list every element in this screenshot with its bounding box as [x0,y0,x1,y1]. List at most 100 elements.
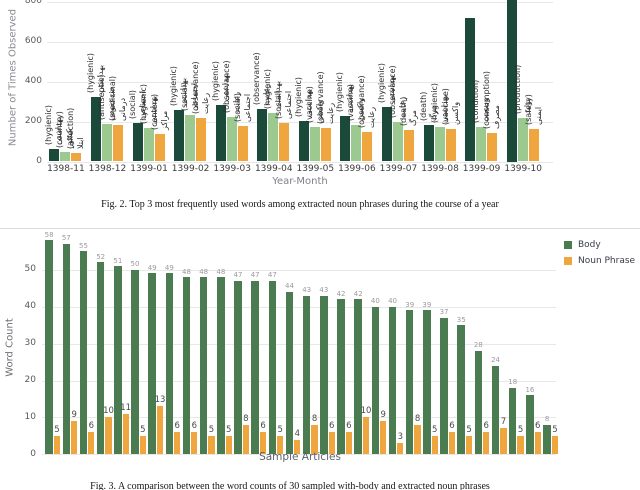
fig3-noun-value-label: 6 [260,421,266,432]
fig2-month-label: 1398-11 [47,163,85,174]
fig3-gridline [42,454,556,456]
fig3-noun-value-label: 6 [449,421,455,432]
fig2-month-label: 1399-09 [462,163,501,174]
fig3-ytick-label: 40 [24,301,36,312]
fig2-bar-label: (affection) ابتلا [66,107,86,149]
fig2-bar-label: (observance) رعایت [315,70,335,124]
fig3-noun-bar [448,432,455,455]
fig3-noun-value-label: 8 [414,413,421,424]
fig3-noun-bar [465,435,473,455]
fig2-bar-label: (death) مرگ [398,96,418,126]
fig2-bar [381,106,392,162]
fig2-bar [517,117,528,162]
fig3-body-value-label: 42 [353,289,363,298]
fig2-bar [112,124,123,162]
fig3-noun-value-label: 9 [71,410,77,421]
fig3-body-value-label: 28 [473,341,483,350]
fig2-month-label: 1399-06 [338,163,376,174]
fig3-noun-value-label: 8 [243,413,249,424]
fig3-noun-value-label: 7 [500,417,507,428]
fig2-bar [132,123,143,162]
fig2-bar [268,112,279,162]
fig2-bar [226,117,237,162]
fig3-noun-value-label: 10 [360,406,372,417]
fig3-body-value-label: 43 [302,286,312,295]
fig3-body-value-label: 49 [164,263,174,272]
fig3-body-value-label: 16 [525,385,535,394]
fig3-noun-value-label: 5 [208,424,215,435]
fig2-bar [392,121,403,162]
fig3-noun-bar [414,424,421,455]
fig2-caption: Fig. 2. Top 3 most frequently used words… [101,199,499,210]
fig3-noun-value-label: 6 [191,421,198,432]
fig3-caption: Fig. 3. A comparison between the word co… [90,481,490,490]
fig3-noun-value-label: 5 [517,424,524,435]
fig2-bar [90,97,101,162]
fig3-ytick-label: 20 [24,375,36,385]
fig3-body-value-label: 35 [456,315,466,324]
fig3-x-axis-title: Sample Articles [259,451,341,463]
fig3-body-bar [285,291,294,455]
fig3-body-value-label: 44 [285,282,294,291]
fig3-ytick-label: 0 [30,448,36,459]
fig3-noun-bar [534,432,541,455]
fig2-gridline [47,161,553,163]
fig2-month-label: 1399-04 [254,163,293,174]
fig3-noun-value-label: 5 [54,424,60,435]
fig3-body-bar [320,295,328,455]
fig3-noun-value-label: 11 [120,402,132,413]
fig3-noun-value-label: 5 [552,424,558,435]
fig3-noun-bar [500,428,507,455]
fig2-bar [196,118,207,162]
fig3-body-bar [337,299,345,455]
fig2-gridline [47,41,553,43]
fig3-body-value-label: 57 [61,234,71,243]
fig3-body-bar [131,269,139,455]
figure-divider [0,228,640,229]
fig2-bar [298,120,309,162]
fig2-month-label: 1399-01 [130,163,168,174]
fig3-body-value-label: 40 [370,297,380,306]
fig2-bar-label: (medicinal) درمانی [107,75,127,121]
fig3-noun-value-label: 5 [140,424,146,435]
fig2-bar [309,127,320,162]
fig3-body-value-label: 39 [422,300,432,309]
fig3-noun-bar [53,435,61,455]
legend-swatch-noun-phrase [564,257,572,265]
fig3-body-value-label: 52 [96,252,106,261]
fig2-bar [465,17,476,162]
fig2-bar [403,129,414,162]
fig3-body-bar [182,277,191,455]
fig2-month-label: 1398-12 [88,163,127,174]
fig3-body-value-label: 51 [113,256,123,265]
fig2-month-label: 1399-02 [171,163,210,174]
fig2-bar [506,0,517,162]
fig3-body-value-label: 42 [336,289,346,298]
fig3-body-value-label: 18 [508,378,518,387]
fig3-body-bar [96,262,105,455]
fig3-body-value-label: 40 [388,297,397,306]
legend-label-body: Body [578,239,601,250]
fig3-noun-bar [362,417,370,455]
fig2-bar-label: (centers) مراکز [149,94,169,131]
fig2-month-label: 1399-07 [379,163,418,174]
fig2-bar [143,127,154,162]
fig2-ytick-label: 800 [24,0,42,7]
fig2-bar-label: (consumption) مصرف [482,70,502,129]
fig3-noun-value-label: 4 [294,428,301,439]
fig3-body-value-label: 55 [79,241,88,250]
fig3-body-bar [388,306,397,455]
fig3-body-bar [148,273,156,455]
fig3-noun-bar [277,435,284,455]
fig2-ytick-label: 600 [24,36,42,47]
fig3-body-bar [302,295,311,455]
fig3-body-bar [371,306,380,455]
fig3-body-bar [79,251,88,455]
fig3-noun-value-label: 13 [154,395,166,406]
fig2-bar [185,115,196,162]
fig3-body-bar [440,317,448,455]
fig2-y-axis-title: Number of Times Observed [7,8,19,147]
fig3-body-bar [45,240,53,455]
fig3-noun-bar [380,421,387,455]
